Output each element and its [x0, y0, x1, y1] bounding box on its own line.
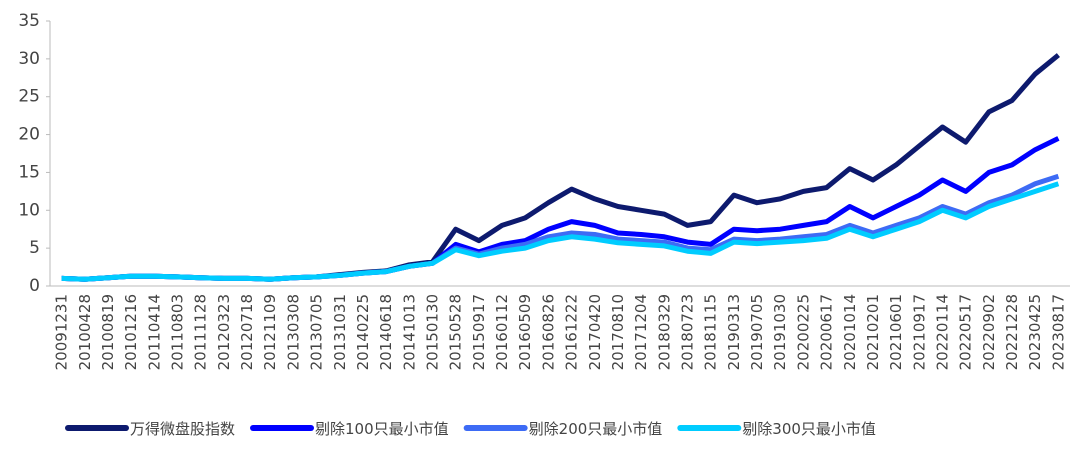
x-tick-label: 20230817 — [1049, 294, 1067, 370]
legend-label: 剔除100只最小市值 — [315, 420, 449, 438]
x-tick-label: 20150130 — [424, 294, 442, 370]
legend-label: 剔除200只最小市值 — [529, 420, 663, 438]
legend-label: 万得微盘股指数 — [130, 420, 235, 438]
x-tick-label: 20221228 — [1003, 294, 1021, 370]
series-line — [61, 53, 1060, 282]
x-tick-label: 20210201 — [864, 294, 882, 370]
x-tick-label: 20101216 — [122, 294, 140, 370]
x-tick-label: 20200617 — [818, 294, 836, 370]
x-tick-label: 20180723 — [679, 294, 697, 370]
x-tick-label: 20160826 — [539, 294, 557, 370]
x-tick-label: 20150917 — [470, 294, 488, 370]
x-tick-label: 20200225 — [794, 294, 812, 370]
x-tick-label: 20130308 — [284, 294, 302, 370]
x-tick-label: 20160509 — [516, 294, 534, 370]
x-tick-label: 20110414 — [145, 294, 163, 370]
x-tick-label: 20140618 — [377, 294, 395, 370]
x-tick-label: 20140225 — [354, 294, 372, 370]
y-tick-label: 0 — [29, 276, 40, 296]
x-tick-label: 20220902 — [980, 294, 998, 370]
x-tick-label: 20120718 — [238, 294, 256, 370]
y-tick-label: 10 — [18, 200, 40, 220]
series-line — [61, 181, 1060, 282]
x-tick-label: 20220517 — [957, 294, 975, 370]
x-tick-label: 20170420 — [586, 294, 604, 370]
x-tick-label: 20190313 — [725, 294, 743, 370]
x-tick-label: 20180329 — [655, 294, 673, 370]
x-tick-label: 20161222 — [563, 294, 581, 370]
x-tick-label: 20150528 — [447, 294, 465, 370]
x-tick-label: 20130705 — [308, 294, 326, 370]
x-tick-label: 20181115 — [702, 294, 720, 370]
x-tick-label: 20141013 — [400, 294, 418, 370]
x-tick-label: 20210601 — [887, 294, 905, 370]
x-tick-label: 20170810 — [609, 294, 627, 370]
x-tick-label: 20131031 — [331, 294, 349, 370]
y-tick-label: 30 — [18, 49, 40, 69]
x-tick-label: 20111128 — [192, 294, 210, 370]
x-tick-label: 20171204 — [632, 294, 650, 370]
x-tick-label: 20121109 — [261, 294, 279, 370]
y-tick-label: 25 — [18, 87, 40, 107]
x-tick-label: 20201014 — [841, 294, 859, 370]
x-tick-label: 20210917 — [910, 294, 928, 370]
y-tick-label: 15 — [18, 162, 40, 182]
x-tick-label: 20230425 — [1026, 294, 1044, 370]
x-tick-label: 20190705 — [748, 294, 766, 370]
legend-label: 剔除300只最小市值 — [742, 420, 876, 438]
x-tick-label: 20100819 — [99, 294, 117, 370]
x-tick-label: 20091231 — [53, 294, 71, 370]
x-tick-label: 20110803 — [169, 294, 187, 370]
x-tick-label: 20120323 — [215, 294, 233, 370]
x-tick-label: 20220114 — [934, 294, 952, 370]
x-tick-label: 20160112 — [493, 294, 511, 370]
y-tick-label: 35 — [18, 11, 40, 31]
y-tick-label: 5 — [29, 238, 40, 258]
x-tick-label: 20191030 — [771, 294, 789, 370]
series-line — [61, 136, 1060, 282]
y-tick-label: 20 — [18, 125, 40, 145]
x-tick-label: 20100428 — [76, 294, 94, 370]
